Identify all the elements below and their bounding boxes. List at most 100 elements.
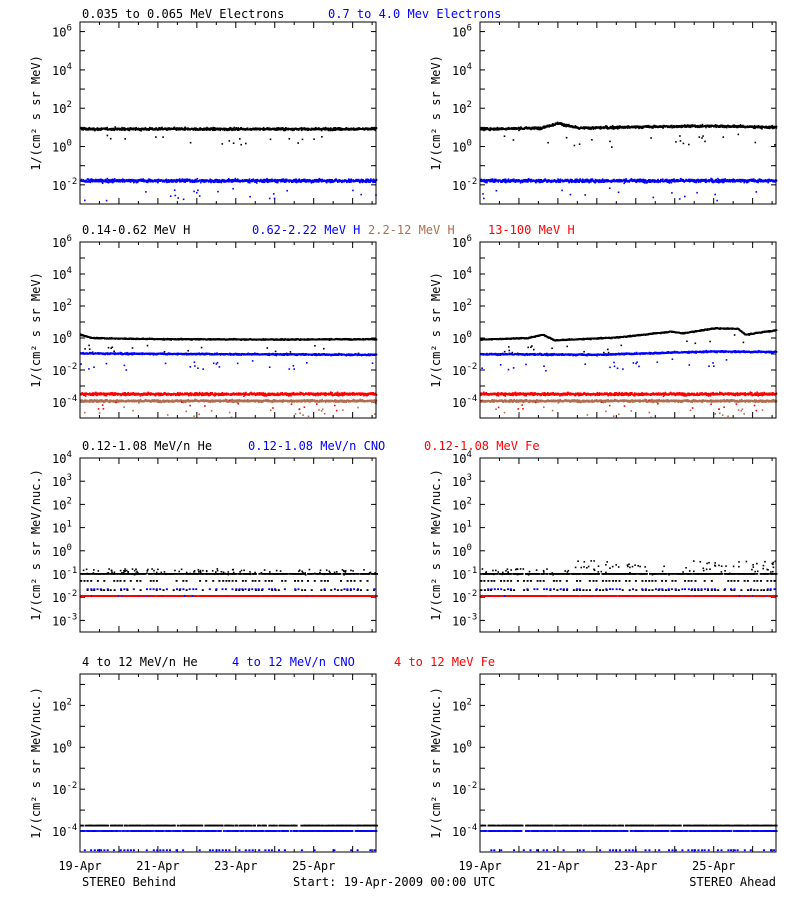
legend-entry: 0.14-0.62 MeV H [82,223,190,237]
data-point [288,138,291,140]
data-point [112,180,115,182]
data-point [230,181,233,183]
data-point [148,129,150,131]
y-tick-exponent: 6 [66,234,71,244]
data-point [285,180,288,183]
data-point [162,136,164,138]
data-point [714,193,716,196]
data-point [152,179,154,182]
data-point [210,181,212,184]
data-point [495,127,497,130]
data-point [262,180,265,183]
data-point [168,181,171,183]
y-tick-label: 104 [452,62,472,78]
data-point [189,181,192,183]
y-tick-exponent: 4 [66,266,71,276]
data-point [367,180,370,183]
data-point [336,179,338,182]
data-point [514,128,516,131]
legend-entry: 0.12-1.08 MeV/n He [82,439,212,453]
data-point [182,198,185,201]
y-tick-label: 106 [452,24,472,40]
data-point [124,129,126,132]
data-point [209,178,211,181]
data-point [248,178,251,180]
data-point [223,181,225,183]
data-point [611,146,613,148]
data-point [189,178,191,181]
data-point [247,179,249,181]
data-point [84,127,87,129]
y-tick-label: 102 [452,100,472,116]
data-point [128,129,131,132]
data-point [321,178,323,181]
data-point [191,179,194,181]
data-point [485,128,488,130]
data-point [193,190,195,193]
data-point [173,180,175,183]
data-point [318,179,320,181]
data-point [112,129,114,131]
data-point [101,179,103,181]
data-point [290,127,293,130]
data-point [176,180,179,183]
data-point [155,136,157,138]
data-point [196,191,198,194]
data-points [80,333,378,419]
data-point [171,181,173,183]
data-point [145,129,148,131]
data-point [126,180,128,183]
data-point [722,136,725,138]
data-point [294,181,297,183]
data-point [510,127,513,129]
data-point [299,179,302,182]
data-point [121,181,124,183]
data-point [321,136,323,138]
y-tick-exponent: 2 [466,100,471,110]
data-point [652,196,655,199]
legend-entry: 4 to 12 MeV/n He [82,655,198,669]
data-point [182,178,184,181]
data-point [352,179,355,181]
data-point [178,178,181,180]
data-point [140,178,142,181]
data-point [206,126,208,129]
data-point [350,178,352,181]
data-point [328,127,330,130]
data-point [584,194,586,196]
data-point [565,136,568,139]
data-point [173,189,176,191]
data-point [96,127,99,129]
data-point [129,180,132,182]
data-point [363,129,365,131]
data-point [285,178,288,181]
data-point [774,144,776,146]
data-point [572,125,574,127]
data-point [85,179,88,182]
data-point [754,141,757,144]
data-point [145,191,147,193]
data-point [609,140,611,143]
data-point [223,179,226,181]
data-point [365,179,368,181]
data-point [211,129,214,132]
data-point [105,181,107,183]
data-point [303,128,305,131]
data-points [480,121,778,202]
data-point [329,181,331,184]
data-point [281,180,284,183]
data-point [220,181,223,184]
data-point [346,181,348,184]
data-point [106,128,108,130]
data-point [512,139,515,141]
data-point [294,178,296,181]
data-point [679,140,682,142]
data-point [351,179,354,182]
data-point [525,126,528,128]
data-point [228,140,231,142]
series-0 [480,121,778,148]
data-point [755,191,758,193]
data-point [161,126,163,129]
data-point [84,199,86,202]
